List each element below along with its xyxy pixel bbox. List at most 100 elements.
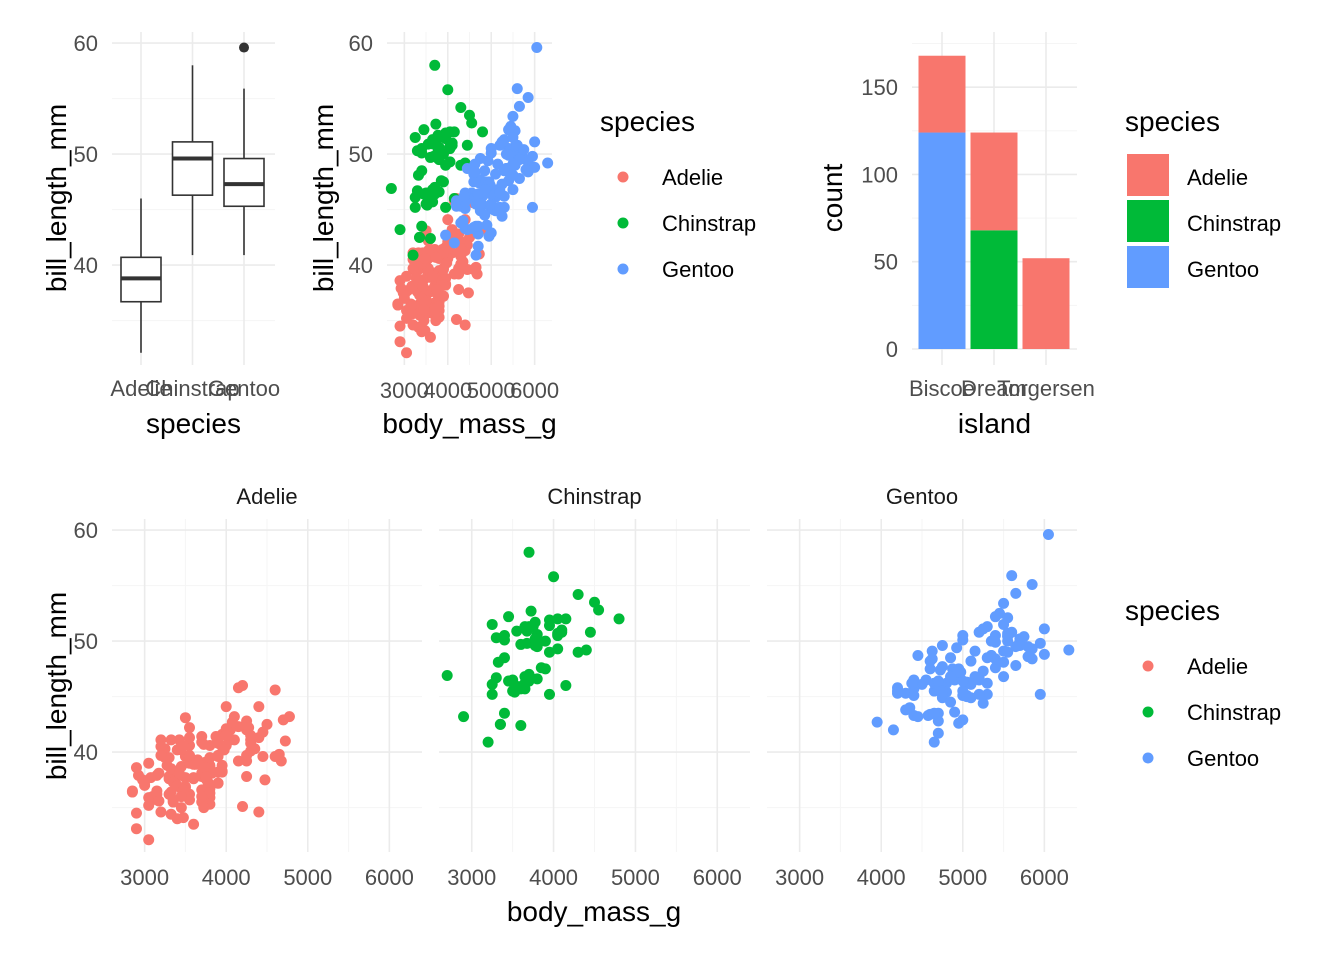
point-gentoo: [494, 187, 506, 199]
point-chinstrap: [418, 124, 430, 136]
point-chinstrap: [427, 196, 439, 208]
point-chinstrap: [430, 118, 442, 130]
point-adelie: [429, 304, 441, 315]
point-adelie: [130, 807, 142, 819]
point-gentoo: [518, 144, 530, 156]
point-gentoo: [469, 158, 481, 170]
point-chinstrap: [548, 571, 560, 583]
point-adelie: [253, 701, 265, 713]
point-gentoo: [507, 184, 519, 196]
point-gentoo: [542, 157, 554, 169]
point-chinstrap: [409, 131, 421, 143]
point-adelie: [398, 289, 410, 301]
point-gentoo: [470, 220, 482, 232]
point-adelie: [430, 251, 442, 263]
point-adelie: [416, 326, 428, 338]
legend-label: Adelie: [1187, 165, 1248, 190]
point-gentoo: [945, 696, 957, 708]
y-tick-label: 50: [74, 142, 98, 167]
legend-label: Chinstrap: [1187, 211, 1281, 236]
x-tick-label: 3000: [447, 865, 496, 890]
facet-strip-label: Gentoo: [886, 484, 958, 509]
legend-key-chinstrap: [1127, 200, 1169, 242]
legend-key-adelie: [617, 171, 629, 183]
point-chinstrap: [613, 613, 625, 625]
point-adelie: [431, 284, 443, 296]
point-gentoo: [973, 688, 985, 700]
point-adelie: [269, 684, 281, 696]
point-chinstrap: [498, 707, 510, 719]
point-adelie: [241, 755, 253, 767]
point-chinstrap: [411, 185, 423, 197]
point-gentoo: [936, 640, 948, 652]
point-gentoo: [1010, 641, 1022, 653]
x-tick-label: 6000: [1020, 865, 1069, 890]
point-adelie: [177, 739, 189, 751]
point-gentoo: [957, 685, 969, 697]
point-adelie: [139, 776, 151, 788]
point-gentoo: [1026, 578, 1038, 590]
point-gentoo: [928, 736, 940, 748]
point-chinstrap: [424, 232, 436, 244]
point-adelie: [394, 336, 406, 348]
point-chinstrap: [407, 249, 419, 261]
point-gentoo: [912, 711, 924, 723]
point-chinstrap: [477, 126, 489, 138]
x-tick-label: Torgersen: [997, 376, 1095, 401]
point-gentoo: [479, 165, 491, 177]
point-chinstrap: [435, 175, 447, 187]
x-tick-label: Biscoe: [909, 376, 975, 401]
point-adelie: [155, 749, 167, 761]
y-axis-title: bill_length_mm: [41, 592, 72, 780]
point-gentoo: [1038, 648, 1050, 660]
point-chinstrap: [494, 718, 506, 730]
point-gentoo: [531, 42, 543, 54]
point-adelie: [245, 729, 257, 741]
point-gentoo: [440, 229, 452, 241]
point-gentoo: [924, 663, 936, 675]
point-adelie: [257, 726, 269, 738]
point-adelie: [175, 791, 187, 802]
point-adelie: [406, 308, 418, 320]
point-gentoo: [926, 645, 938, 657]
point-gentoo: [485, 198, 497, 210]
legend-key-adelie: [1127, 154, 1169, 196]
y-axis-title: bill_length_mm: [308, 104, 339, 292]
point-chinstrap: [509, 684, 521, 696]
point-adelie: [200, 771, 212, 783]
point-gentoo: [507, 169, 519, 181]
point-gentoo: [507, 131, 519, 143]
point-adelie: [430, 315, 442, 327]
x-tick-label: 5000: [938, 865, 987, 890]
x-tick-label: Dream: [961, 376, 1027, 401]
point-gentoo: [522, 91, 534, 103]
x-tick-label: Adelie: [110, 376, 171, 401]
legend-label: Adelie: [662, 165, 723, 190]
point-chinstrap: [486, 688, 498, 700]
point-adelie: [441, 257, 453, 269]
point-adelie: [419, 252, 431, 264]
point-gentoo: [1006, 626, 1018, 638]
point-gentoo: [483, 230, 495, 242]
point-gentoo: [926, 653, 938, 665]
point-gentoo: [469, 166, 481, 178]
y-tick-label: 60: [74, 31, 98, 56]
legend-label: Gentoo: [1187, 257, 1259, 282]
point-adelie: [198, 802, 210, 814]
point-gentoo: [981, 652, 993, 664]
bar-gentoo: [918, 132, 966, 349]
x-tick-label: 3000: [120, 865, 169, 890]
point-adelie: [418, 304, 430, 315]
legend-label: Gentoo: [662, 257, 734, 282]
point-gentoo: [494, 201, 506, 213]
point-gentoo: [892, 687, 904, 699]
x-tick-label: 6000: [365, 865, 414, 890]
point-gentoo: [945, 671, 957, 683]
point-chinstrap: [385, 183, 397, 195]
point-gentoo: [526, 150, 538, 162]
legend-title: species: [600, 106, 695, 137]
point-chinstrap: [429, 59, 441, 71]
point-gentoo: [951, 642, 963, 654]
